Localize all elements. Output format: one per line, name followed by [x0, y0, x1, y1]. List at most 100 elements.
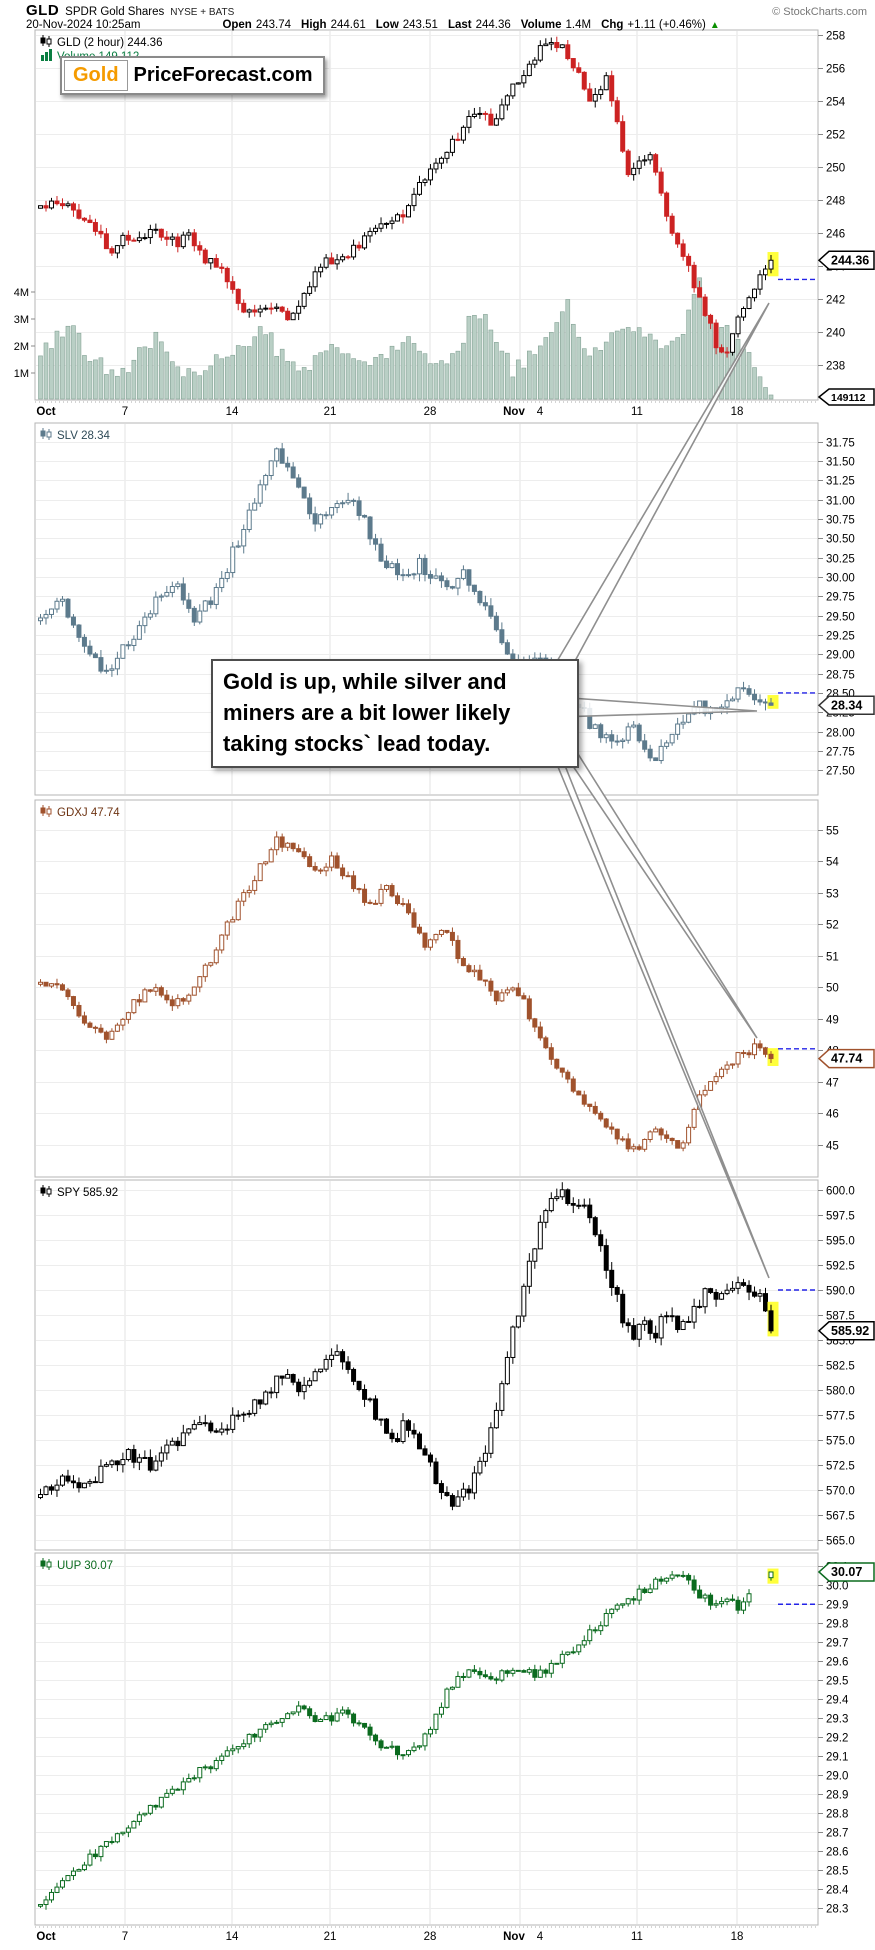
svg-text:31.00: 31.00: [826, 496, 855, 508]
svg-text:52: 52: [826, 920, 839, 932]
stockcharts-copyright: © StockCharts.com: [772, 6, 867, 18]
svg-text:570.0: 570.0: [826, 1486, 855, 1498]
panel-label: GDXJ 47.74: [57, 807, 120, 819]
candlestick-mini-icon: [40, 35, 52, 47]
svg-text:575.0: 575.0: [826, 1436, 855, 1448]
stat-label: High: [301, 19, 327, 31]
svg-text:29.9: 29.9: [826, 1600, 848, 1612]
candlestick-mini-icon: [40, 1558, 52, 1570]
stat-label: Open: [222, 19, 252, 31]
svg-text:30.0: 30.0: [826, 1581, 848, 1593]
stat-label: Low: [375, 19, 399, 31]
svg-text:Nov: Nov: [503, 1931, 525, 1943]
svg-text:246: 246: [826, 229, 845, 241]
panel-label: GLD (2 hour) 244.36: [57, 37, 162, 49]
svg-text:46: 46: [826, 1109, 839, 1121]
candlestick-mini-icon: [40, 1185, 52, 1197]
annotation-callout-box: Gold is up, while silver and miners are …: [211, 659, 579, 768]
price-flag-spy: 585.92: [817, 1321, 875, 1341]
svg-text:47.74: 47.74: [831, 1052, 862, 1066]
svg-text:28.00: 28.00: [826, 728, 855, 740]
svg-text:4: 4: [537, 1931, 544, 1943]
price-flag-slv: 28.34: [817, 695, 875, 716]
svg-text:252: 252: [826, 130, 845, 142]
stat-label: Chg: [601, 19, 624, 31]
svg-text:248: 248: [826, 196, 845, 208]
svg-text:149112: 149112: [831, 392, 866, 404]
svg-text:250: 250: [826, 163, 845, 175]
stat-label: Volume: [520, 19, 562, 31]
header-title-row: GLD SPDR Gold Shares NYSE + BATS © Stock…: [0, 0, 875, 19]
svg-text:28.75: 28.75: [826, 670, 855, 682]
svg-text:29.50: 29.50: [826, 612, 855, 624]
panel-spy: 565.0 567.5 570.0 572.5 575.0 577.5 580.0 582.5…: [34, 1179, 875, 1551]
price-flag-uup: 30.07: [817, 1562, 875, 1582]
svg-text:592.5: 592.5: [826, 1261, 855, 1273]
svg-text:27.75: 27.75: [826, 747, 855, 759]
svg-text:587.5: 587.5: [826, 1311, 855, 1323]
annotation-line: miners are a bit lower likely: [223, 700, 511, 725]
volume-flag: 149112: [817, 388, 875, 406]
chart-header: GLD SPDR Gold Shares NYSE + BATS © Stock…: [0, 0, 875, 31]
svg-text:49: 49: [826, 1015, 839, 1027]
svg-text:27.50: 27.50: [826, 766, 855, 778]
header-quote-row: 20-Nov-2024 10:25am Open 243.74 High 244.61…: [0, 19, 875, 31]
svg-text:3M: 3M: [14, 314, 29, 326]
panel-uup: 28.3 28.4 28.5 28.6 28.7 28.8 28.9 29.0 29.1 29.2…: [34, 1552, 875, 1926]
candlestick-mini-icon: [40, 805, 52, 817]
svg-text:18: 18: [731, 406, 744, 418]
svg-text:11: 11: [631, 406, 643, 418]
svg-text:29.6: 29.6: [826, 1657, 848, 1669]
stat-value: 1.4M: [565, 19, 592, 31]
svg-text:567.5: 567.5: [826, 1511, 855, 1523]
callout-arrows: [555, 302, 770, 1279]
svg-text:29.5: 29.5: [826, 1676, 848, 1688]
svg-text:51: 51: [826, 952, 839, 964]
svg-text:31.25: 31.25: [826, 476, 855, 488]
svg-text:29.4: 29.4: [826, 1695, 849, 1707]
svg-text:29.0: 29.0: [826, 1771, 848, 1783]
svg-text:572.5: 572.5: [826, 1461, 855, 1473]
stat-value: 243.51: [402, 19, 438, 31]
svg-text:55: 55: [826, 826, 839, 838]
date-axis: Oct 7 14 21 28 Nov 4 11 18: [35, 1926, 818, 1943]
svg-text:30.25: 30.25: [826, 554, 855, 566]
svg-text:582.5: 582.5: [826, 1361, 855, 1373]
annotation-line: Gold is up, while silver and: [223, 669, 507, 694]
price-flag-gld: 244.36: [817, 250, 875, 271]
svg-text:29.1: 29.1: [826, 1752, 848, 1764]
panel-label: SPY 585.92: [57, 1187, 118, 1199]
svg-text:29.8: 29.8: [826, 1619, 848, 1631]
svg-text:28.3: 28.3: [826, 1904, 848, 1916]
svg-text:30.00: 30.00: [826, 573, 855, 585]
stat-value: 244.61: [330, 19, 366, 31]
svg-text:240: 240: [826, 328, 845, 340]
svg-text:2M: 2M: [14, 341, 29, 353]
svg-text:258: 258: [826, 31, 845, 43]
svg-text:29.75: 29.75: [826, 592, 855, 604]
svg-text:577.5: 577.5: [826, 1411, 855, 1423]
panel-label: UUP 30.07: [57, 1560, 113, 1572]
stat-value: 243.74: [255, 19, 292, 31]
svg-text:28.6: 28.6: [826, 1847, 848, 1859]
svg-text:14: 14: [226, 406, 239, 418]
svg-text:29.25: 29.25: [826, 631, 855, 643]
svg-text:242: 242: [826, 295, 845, 307]
svg-text:600.0: 600.0: [826, 1186, 855, 1198]
svg-text:565.0: 565.0: [826, 1536, 855, 1548]
svg-text:Nov: Nov: [503, 406, 525, 418]
svg-text:244.36: 244.36: [831, 253, 869, 267]
svg-text:11: 11: [631, 1931, 643, 1943]
price-flag-gdxj: 47.74: [817, 1048, 875, 1069]
svg-text:28: 28: [424, 406, 437, 418]
svg-text:30.07: 30.07: [831, 1565, 862, 1579]
svg-text:47: 47: [826, 1078, 839, 1090]
quote-datetime: 20-Nov-2024 10:25am: [26, 19, 141, 31]
svg-text:580.0: 580.0: [826, 1386, 855, 1398]
goldpriceforecast-logo: Gold PriceForecast.com: [60, 56, 325, 95]
svg-text:28: 28: [424, 1931, 437, 1943]
svg-text:31.50: 31.50: [826, 457, 855, 469]
svg-text:30.75: 30.75: [826, 515, 855, 527]
